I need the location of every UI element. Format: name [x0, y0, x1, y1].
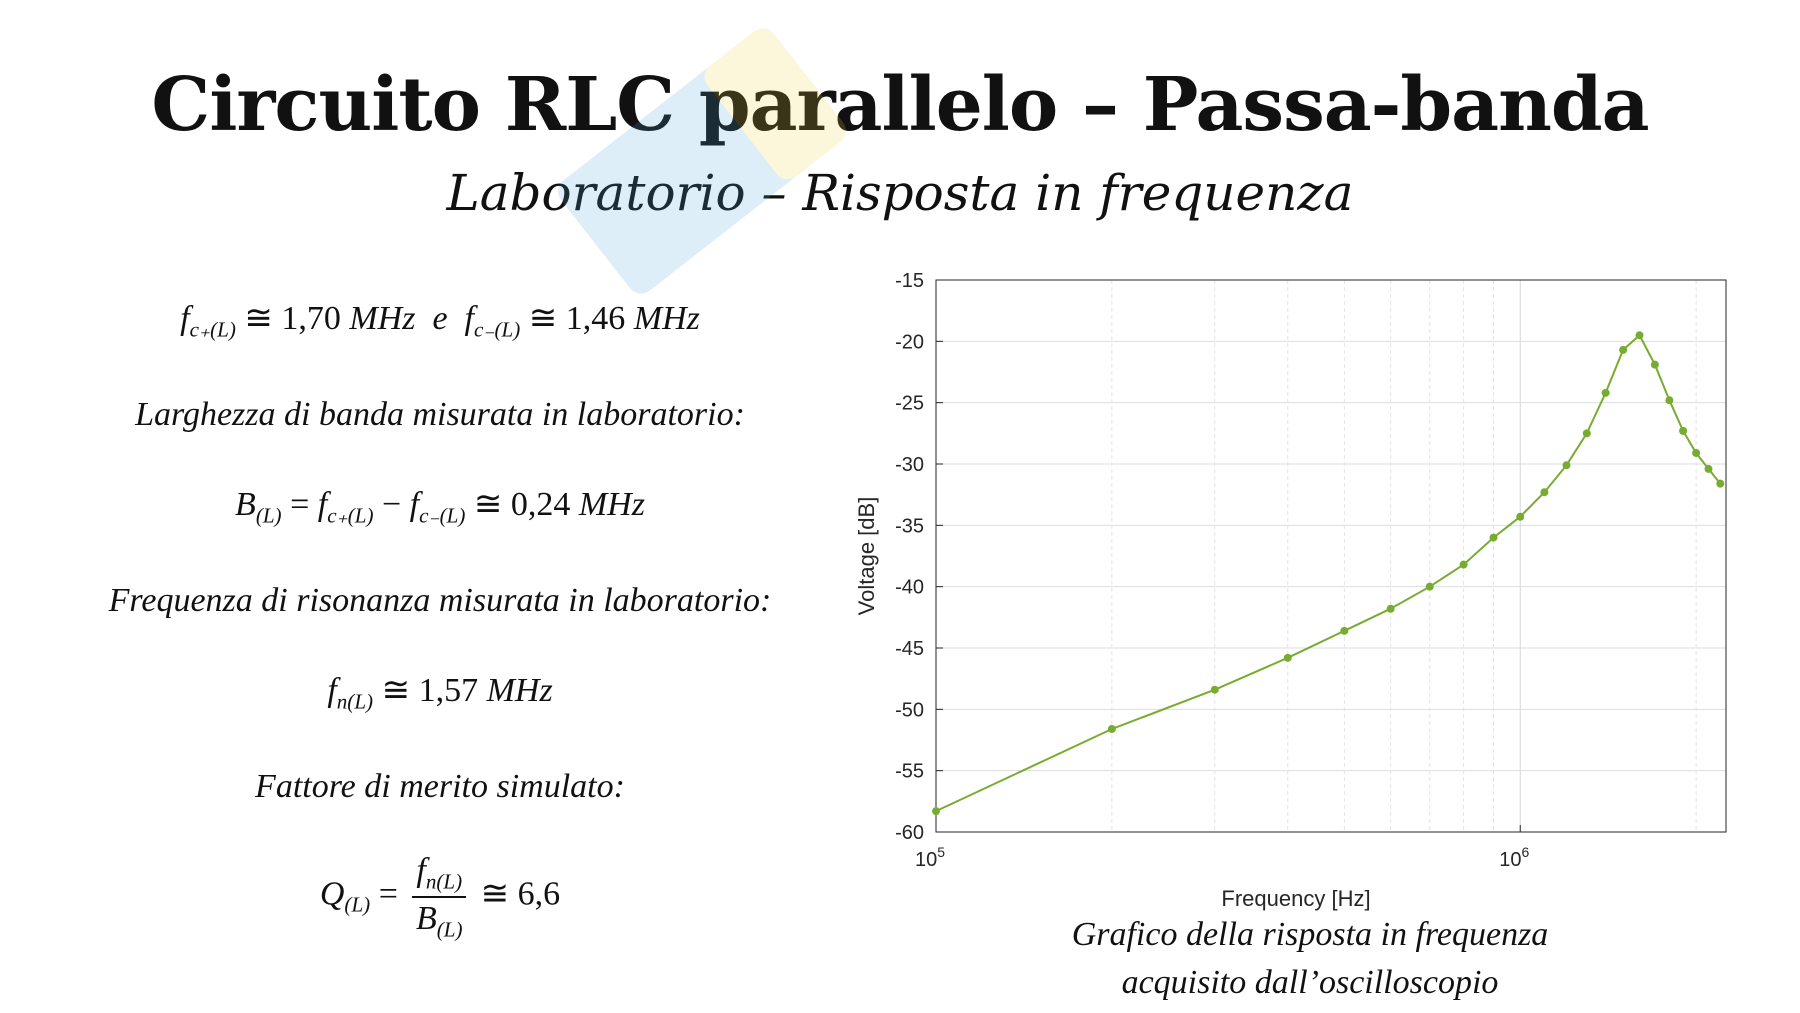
data-point — [1582, 429, 1591, 438]
f-symbol: f — [409, 486, 420, 523]
slide-title: Circuito RLC parallelo – Passa-banda — [151, 62, 1649, 148]
data-point — [1562, 461, 1571, 470]
data-point — [1425, 582, 1434, 591]
subscript: n(L) — [336, 689, 374, 714]
bandwidth-label: Larghezza di banda misurata in laborator… — [135, 396, 745, 433]
data-point — [1704, 464, 1713, 473]
subscript: c₋(L) — [419, 503, 466, 528]
x-tick-label: 105 — [915, 844, 945, 871]
resonance-formula: fn(L) ≅ 1,57 MHz — [40, 672, 840, 714]
f-symbol: f — [327, 672, 337, 709]
equals-sign: = — [290, 486, 310, 523]
plot-frame — [935, 279, 1727, 833]
y-tick-label: -35 — [895, 515, 924, 537]
approx-sign: ≅ — [381, 672, 411, 709]
minus-sign: − — [381, 486, 402, 523]
lower-cutoff-value: 1,46 — [565, 300, 626, 337]
y-tick-label: -40 — [895, 577, 924, 599]
subscript: c₊(L) — [327, 503, 374, 528]
quality-formula: Q(L) = fn(L) B(L) ≅ 6,6 — [40, 852, 840, 941]
f-symbol: f — [317, 486, 328, 523]
data-point — [1516, 512, 1525, 521]
subscript: c₊(L) — [189, 317, 236, 342]
upper-cutoff-value: 1,70 — [281, 300, 341, 337]
quality-label: Fattore di merito simulato: — [255, 768, 625, 805]
bandwidth-formula: B(L) = fc₊(L) − fc₋(L) ≅ 0,24 MHz — [40, 486, 840, 528]
approx-sign: ≅ — [480, 875, 510, 913]
unit: MHz — [349, 300, 416, 337]
subscript: (L) — [344, 892, 371, 917]
data-point — [1601, 388, 1610, 397]
f-symbol: f — [180, 300, 190, 337]
bandwidth-value: 0,24 — [510, 486, 571, 523]
data-point — [1635, 331, 1644, 340]
b-symbol: B — [235, 486, 256, 523]
unit: MHz — [633, 300, 700, 337]
fraction-numerator: fn(L) — [412, 852, 467, 898]
series-markers — [932, 331, 1725, 816]
x-axis-label: Frequency [Hz] — [1221, 886, 1370, 911]
approx-sign: ≅ — [244, 300, 273, 337]
fraction-denominator: B(L) — [412, 898, 466, 942]
y-tick-label: -50 — [895, 699, 924, 721]
y-tick-label: -60 — [895, 822, 924, 844]
resonance-value: 1,57 — [418, 672, 479, 709]
data-point — [1340, 626, 1349, 635]
y-tick-label: -15 — [895, 270, 924, 292]
data-point — [1210, 685, 1219, 694]
subscript: n(L) — [425, 869, 463, 894]
frequency-response-chart: -60 -55 -50 -45 -40 -35 -30 -25 -20 -15 105 106 Fr… — [854, 270, 1727, 911]
data-point — [1283, 653, 1292, 662]
data-point — [1679, 426, 1688, 435]
resonance-label: Frequenza di risonanza misurata in labor… — [108, 582, 772, 619]
y-tick-label: -20 — [895, 331, 924, 353]
data-point — [932, 807, 940, 816]
data-point — [1619, 345, 1628, 354]
chart-caption-line-1: Grafico della risposta in frequenza — [1071, 916, 1549, 953]
data-point — [1665, 396, 1674, 405]
b-symbol: B — [415, 899, 437, 937]
series-line — [935, 333, 1722, 813]
data-point — [1459, 560, 1468, 569]
subscript: (L) — [436, 916, 463, 941]
data-point — [1650, 360, 1659, 369]
data-point — [1489, 533, 1498, 542]
unit: MHz — [578, 486, 645, 523]
subscript: c₋(L) — [474, 317, 521, 342]
f-symbol: f — [416, 852, 426, 889]
grid — [935, 279, 1726, 833]
x-axis-ticks: 105 106 — [915, 825, 1529, 871]
data-point — [1540, 488, 1549, 497]
equals-sign: = — [378, 875, 398, 913]
approx-sign: ≅ — [528, 300, 558, 337]
slide-subtitle: Laboratorio – Risposta in frequenza — [446, 164, 1354, 222]
y-tick-label: -45 — [895, 638, 924, 660]
cutoff-frequencies: fc₊(L) ≅ 1,70 MHz e fc₋(L) ≅ 1,46 MHz — [40, 300, 840, 342]
approx-sign: ≅ — [473, 486, 503, 523]
data-point — [1386, 604, 1395, 613]
fraction: fn(L) B(L) — [412, 852, 467, 942]
data-point — [1716, 479, 1725, 488]
f-symbol: f — [464, 300, 474, 337]
subscript: (L) — [255, 503, 282, 528]
y-tick-label: -25 — [895, 393, 924, 415]
q-symbol: Q — [319, 875, 345, 913]
y-axis-ticks: -60 -55 -50 -45 -40 -35 -30 -25 -20 -15 — [895, 270, 943, 844]
conjunction: e — [432, 300, 448, 337]
chart-caption-line-2: acquisito dall’oscilloscopio — [1121, 964, 1499, 1001]
unit: MHz — [486, 672, 553, 709]
quality-value: 6,6 — [517, 875, 561, 913]
data-point — [1107, 724, 1116, 733]
data-point — [1692, 448, 1701, 457]
y-tick-label: -30 — [895, 454, 924, 476]
x-tick-label: 106 — [1499, 844, 1529, 871]
y-tick-label: -55 — [895, 761, 924, 783]
y-axis-label: Voltage [dB] — [854, 497, 879, 616]
